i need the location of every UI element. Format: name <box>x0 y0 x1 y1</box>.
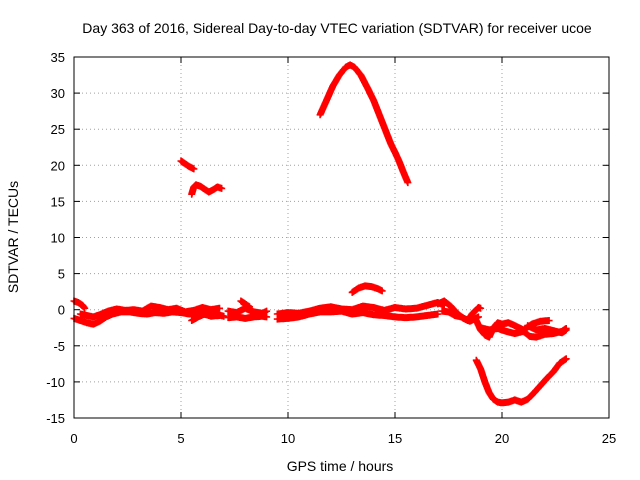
series-arc-13 <box>316 61 412 187</box>
series-marker-path <box>438 304 485 324</box>
series-arc-9 <box>237 297 253 311</box>
series-arc-5 <box>177 157 198 173</box>
series-marker-path <box>348 282 386 296</box>
y-tick-label: 10 <box>51 231 65 246</box>
y-tick-label: 35 <box>51 50 65 65</box>
series-marker-path <box>237 297 253 311</box>
y-tick-label: -10 <box>46 375 65 390</box>
series-arc-15 <box>438 304 485 324</box>
x-tick-label: 5 <box>177 431 184 446</box>
y-tick-label: -5 <box>53 339 65 354</box>
x-tick-label: 25 <box>602 431 616 446</box>
axis-ticks: 0 5 10 15 20 25 -15 -10 -5 0 5 10 15 20 25 30 35 <box>46 50 616 446</box>
series-arc-18 <box>524 322 570 337</box>
series-marker-path <box>188 310 224 324</box>
series-marker-path <box>524 322 570 337</box>
y-tick-label: 15 <box>51 194 65 209</box>
series-marker-path <box>76 302 224 321</box>
x-axis-label: GPS time / hours <box>287 458 394 474</box>
series-marker-path <box>472 355 570 407</box>
series-arc-11 <box>273 299 448 318</box>
data-series <box>70 61 570 407</box>
chart-title: Day 363 of 2016, Sidereal Day-to-day VTE… <box>82 20 592 36</box>
series-arc-12 <box>348 282 386 296</box>
series-arc-6 <box>188 181 226 198</box>
y-tick-label: 30 <box>51 86 65 101</box>
series-marker-path <box>316 61 412 187</box>
series-marker-path <box>177 157 198 173</box>
series-marker-path <box>224 312 271 322</box>
y-axis-label: SDTVAR / TECUs <box>5 181 21 293</box>
y-tick-label: -15 <box>46 411 65 426</box>
series-arc-3 <box>76 302 224 321</box>
grid <box>74 57 609 418</box>
y-tick-label: 0 <box>58 303 65 318</box>
y-tick-label: 20 <box>51 158 65 173</box>
x-tick-label: 20 <box>495 431 509 446</box>
series-arc-4 <box>188 310 224 324</box>
x-tick-label: 0 <box>70 431 77 446</box>
y-tick-label: 5 <box>58 267 65 282</box>
x-tick-label: 15 <box>388 431 402 446</box>
series-marker-path <box>273 299 448 318</box>
series-arc-8 <box>224 312 271 322</box>
x-tick-label: 10 <box>281 431 295 446</box>
series-arc-19 <box>472 355 570 407</box>
y-tick-label: 25 <box>51 122 65 137</box>
series-marker-path <box>188 181 226 198</box>
